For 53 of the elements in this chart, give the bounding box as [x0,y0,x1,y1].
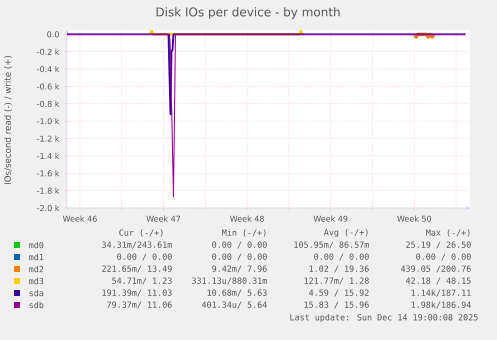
y-tick-label: -1.0 k [37,118,60,124]
y-tick-label: -0.4 k [37,66,60,72]
text: 25.19 / 26.50 [406,241,471,248]
text: 0.00 / 0.00 [314,253,369,260]
legend-label: sdb [30,302,44,308]
chart-title: Disk IOs per device - by month [156,7,340,19]
y-tick-label: 0.0 [47,31,59,38]
y-tick-label: -1.2 k [37,135,60,142]
text: Last update: Sun Dec 14 19:00:08 2025 [290,314,478,322]
legend-label: md2 [29,266,44,272]
x-tick-label: Week 50 [397,216,432,222]
text: 0.00 / 0.00 [212,253,267,260]
x-tick-label: Week 49 [314,216,348,222]
text: 54.71m/ 1.23 [112,277,172,284]
text: 42.18 / 48.15 [406,277,471,284]
y-tick-label: -0.2 k [37,48,60,55]
text: 401.34u/ 5.64 [202,301,267,308]
text: Avg (-/+) [324,228,368,238]
legend-label: md0 [29,242,44,248]
text: Cur (-/+) [119,229,163,237]
text: 9.42m/ 7.96 [212,265,267,272]
y-tick-label: -1.8 k [37,188,60,194]
x-tick-label: Week 48 [230,216,264,222]
x-tick-label: Week 47 [146,216,180,222]
y-tick-label: -0.6 k [37,83,60,90]
text: 1.02 / 19.36 [310,265,369,272]
x-tick-label: Week 46 [62,216,97,222]
text: 1.14k/187.11 [412,289,471,297]
text: 439.05 /200.76 [400,265,471,272]
legend-label: sda [30,290,44,296]
y-tick-label: -1.4 k [37,152,60,159]
y-axis-title: IOs/second read (-) / write (+) [4,56,12,184]
text: Min (-/+) [222,229,266,237]
y-tick-label: -0.8 k [37,100,60,107]
text: 105.95m/ 86.57m [294,241,369,248]
text: 4.59 / 15.92 [309,289,369,296]
text: 191.39m/ 11.03 [102,289,172,296]
legend-label: md3 [29,278,44,284]
text: 0.00 / 0.00 [117,253,172,260]
legend-label: md1 [29,254,44,260]
y-tick-label: -2.0 k [37,204,60,212]
y-tick-label: -1.6 k [37,170,60,176]
text: 331.13u/880.31m [192,277,267,284]
text: 15.83 / 15.96 [304,301,369,308]
text: 121.77m/ 1.28 [304,277,369,284]
text: 221.65m/ 13.49 [102,265,172,272]
text: 1.98k/186.94 [412,301,471,309]
text: 0.00 / 0.00 [416,253,471,260]
text: 10.68m/ 5.63 [208,289,267,296]
text: 0.00 / 0.00 [212,241,267,248]
text: Max (-/+) [426,229,470,237]
text: 79.37m/ 11.06 [107,301,172,308]
text: 34.31m/243.61m [102,241,172,248]
